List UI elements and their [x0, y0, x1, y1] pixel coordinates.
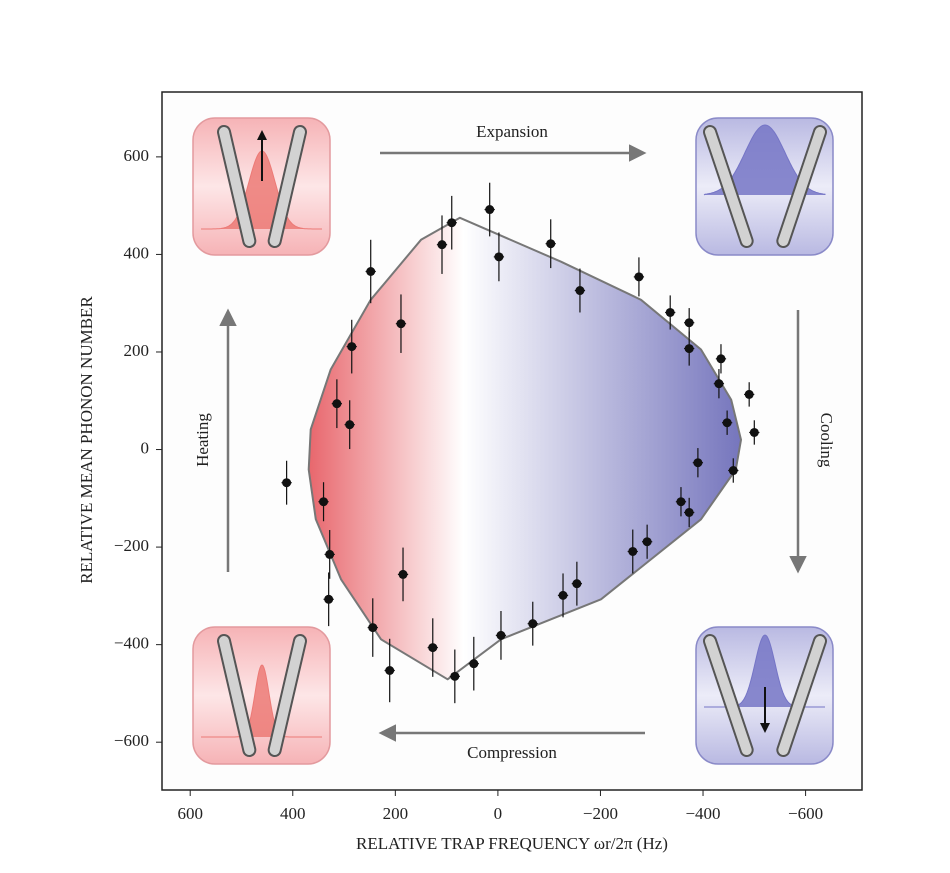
inset-bar [269, 636, 305, 755]
x-tick-label: 200 [383, 804, 409, 823]
x-axis-label: RELATIVE TRAP FREQUENCY ωr/2π (Hz) [356, 834, 668, 853]
point [447, 218, 457, 228]
point [684, 507, 694, 517]
annotation: Expansion [476, 122, 548, 141]
point [684, 318, 694, 328]
point [575, 286, 585, 296]
point [716, 354, 726, 364]
point [319, 497, 329, 507]
point [385, 665, 395, 675]
point [634, 272, 644, 282]
inset-bar [778, 127, 825, 246]
y-tick-label: 400 [124, 243, 150, 262]
point [628, 546, 638, 556]
point [450, 671, 460, 681]
y-tick-label: 200 [124, 341, 150, 360]
point [744, 389, 754, 399]
inset-bar [778, 636, 825, 755]
x-tick-label: −400 [685, 804, 720, 823]
point [368, 623, 378, 633]
point [396, 319, 406, 329]
point [749, 427, 759, 437]
inset-bar [705, 127, 752, 246]
point [324, 594, 334, 604]
x-tick-label: 0 [494, 804, 503, 823]
point [428, 643, 438, 653]
point [722, 418, 732, 428]
point [676, 497, 686, 507]
point [693, 458, 703, 468]
y-tick-label: 0 [141, 438, 150, 457]
point [558, 590, 568, 600]
point [485, 205, 495, 215]
y-tick-label: 600 [124, 146, 150, 165]
point [437, 240, 447, 250]
inset-bar [219, 636, 255, 755]
point [684, 344, 694, 354]
y-axis-label: RELATIVE MEAN PHONON NUMBER [77, 296, 96, 584]
inset-wavepacket [201, 664, 322, 738]
point [345, 420, 355, 430]
x-tick-label: −200 [583, 804, 618, 823]
x-tick-label: −600 [788, 804, 823, 823]
point [496, 630, 506, 640]
point [398, 569, 408, 579]
y-tick-label: −600 [114, 731, 149, 750]
point [332, 399, 342, 409]
point [282, 478, 292, 488]
point [494, 252, 504, 262]
y-tick-label: −200 [114, 536, 149, 555]
point [469, 659, 479, 669]
point [546, 239, 556, 249]
inset-bar [269, 127, 305, 246]
point [728, 466, 738, 476]
point [665, 307, 675, 317]
point [714, 379, 724, 389]
annotation: Cooling [817, 413, 836, 468]
annotation: Compression [467, 743, 557, 762]
x-tick-label: 400 [280, 804, 306, 823]
annotation: Heating [193, 413, 212, 467]
inset-bar [219, 127, 255, 246]
x-tick-label: 600 [177, 804, 203, 823]
point [325, 549, 335, 559]
point [642, 537, 652, 547]
inset-bar [705, 636, 752, 755]
point [528, 619, 538, 629]
point [366, 266, 376, 276]
point [347, 342, 357, 352]
y-tick-label: −400 [114, 634, 149, 653]
point [572, 579, 582, 589]
